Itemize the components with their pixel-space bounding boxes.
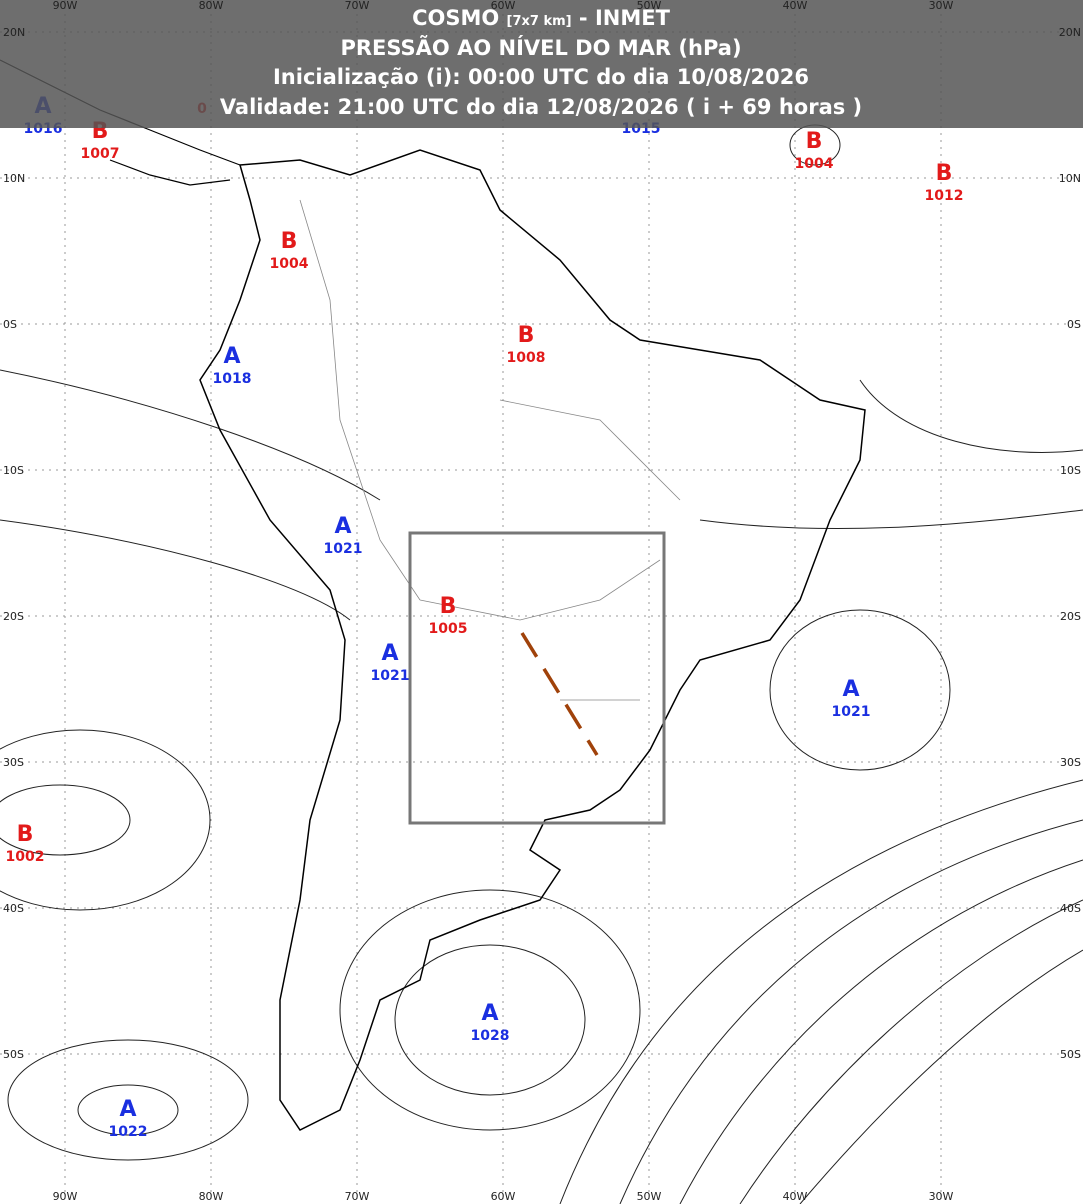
isobar — [7, 1039, 249, 1161]
isobar — [77, 1084, 179, 1136]
center-letter: B — [281, 229, 298, 254]
isobar — [799, 949, 1083, 1204]
title-small: [7x7 km] — [507, 14, 572, 29]
center-letter: A — [334, 514, 351, 539]
title: COSMO [7x7 km] - INMET — [412, 6, 671, 30]
center-pressure: 1021 — [371, 668, 410, 684]
lon-label-bottom: 50W — [637, 1190, 662, 1203]
center-letter: B — [806, 129, 823, 154]
lat-label-left: 30S — [3, 756, 24, 769]
center-letter: B — [440, 594, 457, 619]
lat-label-right: 10N — [1059, 172, 1081, 185]
coastline — [199, 149, 866, 1131]
lat-label-left: 10N — [3, 172, 25, 185]
lon-label-bottom: 60W — [491, 1190, 516, 1203]
center-letter: A — [842, 677, 859, 702]
axis-labels: 90W 90W 80W 80W 70W 70W 60W 60W 50W 50W 40W 40W 30W 3… — [3, 0, 1081, 1203]
center-letter: A — [481, 1001, 498, 1026]
lon-label-top: 30W — [929, 0, 954, 12]
lon-label-top: 70W — [345, 0, 370, 12]
isobar — [619, 819, 1083, 1204]
center-pressure: 1018 — [213, 371, 252, 387]
isobar — [679, 859, 1083, 1204]
lat-label-right: 40S — [1060, 902, 1081, 915]
lat-label-left: 10S — [3, 464, 24, 477]
lon-label-bottom: 90W — [53, 1190, 78, 1203]
highlight-box — [408, 531, 666, 825]
isobar — [0, 729, 211, 911]
lon-label-bottom: 30W — [929, 1190, 954, 1203]
title-rest: - INMET — [579, 6, 671, 30]
subtitle: PRESSÃO AO NÍVEL DO MAR (hPa) — [340, 35, 741, 60]
lat-label-right: 20S — [1060, 610, 1081, 623]
lat-label-right: 30S — [1060, 756, 1081, 769]
center-letter: B — [17, 822, 34, 847]
center-pressure: 1004 — [795, 156, 834, 172]
lon-label-top: 90W — [53, 0, 78, 12]
init-time: Inicialização (i): 00:00 UTC do dia 10/0… — [273, 65, 809, 89]
center-pressure: 1022 — [109, 1124, 148, 1140]
center-pressure: 1021 — [324, 541, 363, 557]
pressure-centers: A1016B100701015B1004B1012B1004B1008A1018… — [6, 94, 964, 1140]
center-pressure: 1012 — [925, 188, 964, 204]
lat-label-left: 20S — [3, 610, 24, 623]
isobar — [559, 779, 1083, 1204]
isobars — [0, 124, 1083, 1204]
center-letter: B — [936, 161, 953, 186]
trough-line — [520, 632, 599, 756]
isobar — [769, 609, 951, 771]
lat-label-right: 10S — [1060, 464, 1081, 477]
isobar — [699, 379, 1083, 530]
lon-label-top: 80W — [199, 0, 224, 12]
center-letter: A — [381, 641, 398, 666]
lon-label-top: 50W — [637, 0, 662, 12]
center-pressure: 1021 — [832, 704, 871, 720]
center-pressure: 1004 — [270, 256, 309, 272]
lon-label-bottom: 70W — [345, 1190, 370, 1203]
isobar — [739, 899, 1083, 1204]
lat-label-left: 0S — [3, 318, 17, 331]
lat-label-right: 50S — [1060, 1048, 1081, 1061]
lat-label-left: 50S — [3, 1048, 24, 1061]
lon-label-bottom: 40W — [783, 1190, 808, 1203]
lat-label-right: 0S — [1067, 318, 1081, 331]
title-main: COSMO — [412, 6, 499, 30]
isobar — [0, 784, 131, 856]
lat-label-right: 20N — [1059, 26, 1081, 39]
center-letter: A — [223, 344, 240, 369]
isobar — [339, 889, 641, 1131]
header-bar — [0, 0, 1083, 128]
borders — [299, 199, 681, 701]
valid-time: Validade: 21:00 UTC do dia 12/08/2026 ( … — [220, 95, 862, 119]
isobar — [394, 944, 586, 1096]
center-pressure: 1008 — [507, 350, 546, 366]
center-pressure: 1028 — [471, 1028, 510, 1044]
lon-label-top: 40W — [783, 0, 808, 12]
lon-label-top: 60W — [491, 0, 516, 12]
center-letter: A — [119, 1097, 136, 1122]
lon-label-bottom: 80W — [199, 1190, 224, 1203]
lat-label-left: 40S — [3, 902, 24, 915]
isobar — [0, 369, 381, 621]
lat-label-left: 20N — [3, 26, 25, 39]
center-pressure: 1007 — [81, 146, 120, 162]
center-letter: B — [518, 323, 535, 348]
center-pressure: 1002 — [6, 849, 45, 865]
center-pressure: 1005 — [429, 621, 468, 637]
